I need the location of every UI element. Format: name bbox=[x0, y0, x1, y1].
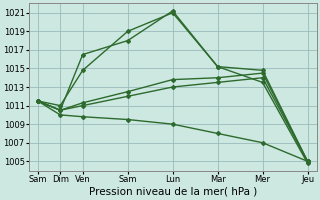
X-axis label: Pression niveau de la mer( hPa ): Pression niveau de la mer( hPa ) bbox=[89, 187, 257, 197]
